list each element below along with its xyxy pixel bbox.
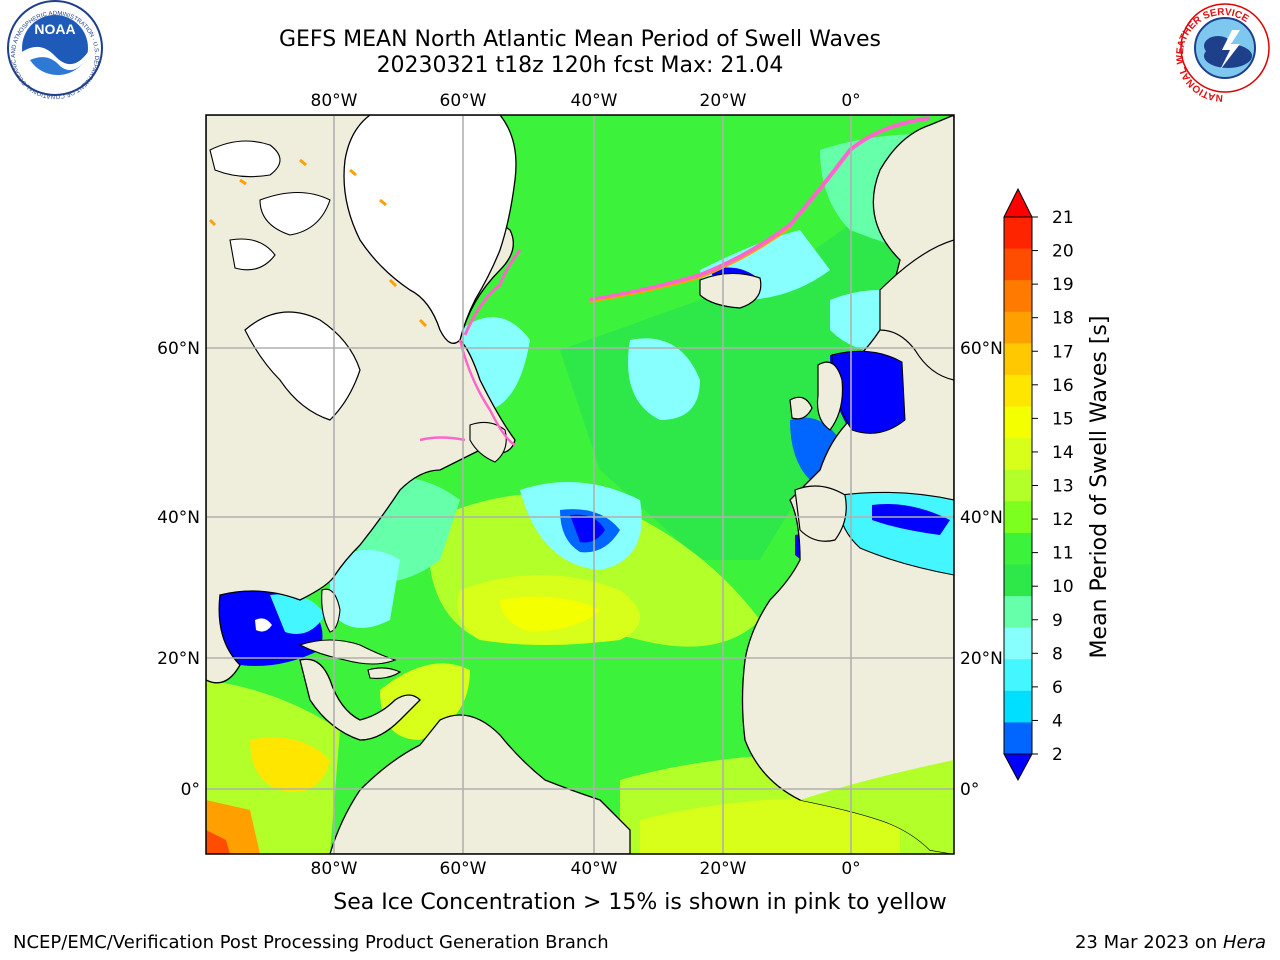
colorbar-tick-label: 18 [1052,309,1074,329]
colorbar-tick-label: 11 [1052,544,1074,564]
colorbar-tick-label: 19 [1052,275,1074,295]
colorbar-band [1004,406,1032,439]
colorbar-under-extension [1003,753,1033,782]
map-frame [205,114,955,855]
colorbar-tick-label: 21 [1052,208,1074,228]
colorbar-band [1004,627,1032,660]
lon-label-bottom: 80°W [311,859,358,879]
colorbar-band [1004,596,1032,629]
swell-period-field [206,115,954,854]
lon-label-top: 40°W [571,91,618,111]
lat-label-left: 40°N [157,508,200,528]
lon-label-top: 80°W [311,91,358,111]
noaa-logo-text: NOAA [34,21,75,37]
chart-title: GEFS MEAN North Atlantic Mean Period of … [278,27,881,52]
footer-date-text: 23 Mar 2023 on [1074,932,1223,953]
colorbar-band [1004,469,1032,502]
lat-label-right: 20°N [960,649,1003,669]
colorbar-tick-label: 14 [1052,443,1074,463]
colorbar-tick-label: 6 [1052,678,1063,698]
colorbar-tick-label: 9 [1052,611,1063,631]
colorbar-band [1004,659,1032,692]
colorbar-tick-label: 13 [1052,477,1074,497]
noaa-logo: NOAA NATIONAL OCEANIC AND ATMOSPHERIC AD… [0,0,103,99]
colorbar: 21 20 19 18 17 16 15 14 13 12 11 10 9 8 6 4 2 [1003,187,1074,782]
lat-label-left: 60°N [157,339,200,359]
colorbar-band [1004,722,1032,755]
lon-label-bottom: 0° [841,859,860,879]
footer-date: 23 Mar 2023 on Hera [1075,932,1266,953]
colorbar-label: Mean Period of Swell Waves [s] [1087,316,1112,659]
lon-label-top: 20°W [700,91,747,111]
nws-logo: NATIONAL WEATHER SERVICE [1175,3,1270,103]
lon-label-bottom: 20°W [700,859,747,879]
colorbar-band [1004,374,1032,408]
colorbar-band [1004,248,1032,281]
chart-subtitle: 20230321 t18z 120h fcst Max: 21.04 [376,53,784,78]
colorbar-tick-label: 15 [1052,409,1074,429]
graticule [206,115,954,854]
lat-label-left: 0° [181,780,200,800]
colorbar-band [1004,217,1032,250]
colorbar-tick-label: 20 [1052,242,1074,262]
lat-label-right: 40°N [960,508,1003,528]
colorbar-band [1004,311,1032,344]
lon-label-bottom: 60°W [440,859,487,879]
colorbar-tick-label: 8 [1052,644,1063,664]
colorbar-tick-label: 17 [1052,342,1074,362]
lat-label-right: 60°N [960,339,1003,359]
colorbar-band [1004,690,1032,723]
sea-ice-caption: Sea Ice Concentration > 15% is shown in … [333,890,947,915]
colorbar-tick-label: 12 [1052,510,1074,530]
lon-label-top: 60°W [440,91,487,111]
lon-label-bottom: 40°W [571,859,618,879]
colorbar-band [1004,532,1032,565]
footer-credit: NCEP/EMC/Verification Post Processing Pr… [13,932,609,953]
colorbar-tick-label: 10 [1052,577,1074,597]
colorbar-tick-label: 2 [1052,745,1063,765]
colorbar-band [1004,343,1032,376]
colorbar-tick-label: 4 [1052,711,1063,731]
lat-label-left: 20°N [157,649,200,669]
colorbar-over-extension [1003,187,1033,218]
lat-label-right: 0° [960,780,979,800]
colorbar-band [1004,501,1032,534]
colorbar-band [1004,280,1032,313]
colorbar-band [1004,438,1032,471]
colorbar-band [1004,564,1032,597]
lon-label-top: 0° [841,91,860,111]
colorbar-tick-label: 16 [1052,376,1074,396]
map-axis-labels: 80°W 60°W 40°W 20°W 0° 80°W 60°W 40°W 20… [157,91,1003,879]
footer-host: Hera [1222,932,1266,953]
